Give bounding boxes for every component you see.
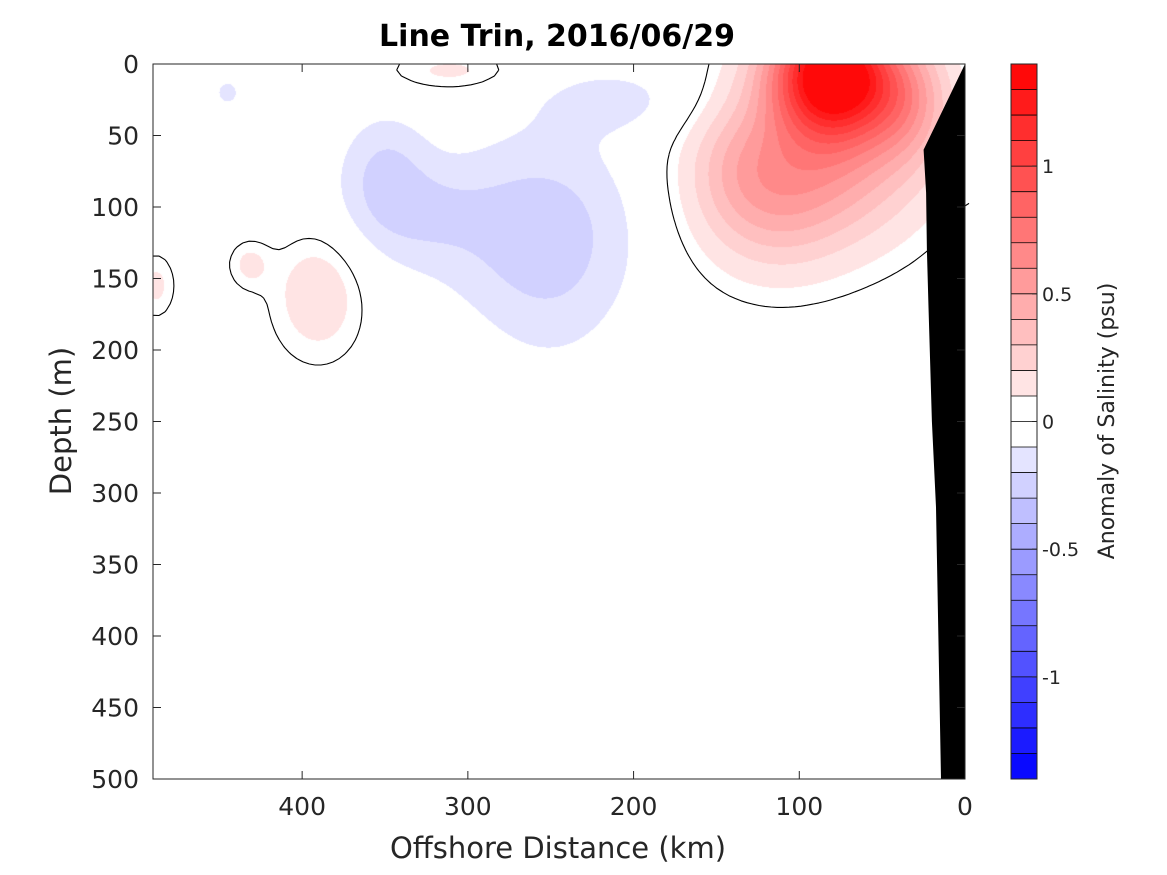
colorbar-swatch <box>1011 370 1037 397</box>
seafloor-bathymetry <box>923 64 965 779</box>
colorbar-swatch <box>1011 523 1037 550</box>
x-tick-label: 100 <box>775 792 823 821</box>
y-tick-label: 350 <box>91 551 139 580</box>
colorbar-swatch <box>1011 140 1037 167</box>
colorbar-swatch <box>1011 268 1037 295</box>
x-tick-label: 200 <box>610 792 658 821</box>
colorbar-tick-label: -1 <box>1042 667 1061 689</box>
colorbar-swatch <box>1011 447 1037 473</box>
colorbar-swatch <box>1011 727 1037 754</box>
x-tick-label: 0 <box>957 792 973 821</box>
colorbar-swatch <box>1011 702 1037 729</box>
colorbar-swatch <box>1011 753 1037 780</box>
y-tick-label: 200 <box>91 336 139 365</box>
colorbar-swatch <box>1011 115 1037 141</box>
y-tick-label: 100 <box>91 193 139 222</box>
colorbar-swatch <box>1011 217 1037 244</box>
y-tick-label: 450 <box>91 694 139 723</box>
colorbar-swatch <box>1011 574 1037 601</box>
y-tick-label: 0 <box>123 50 139 79</box>
colorbar-swatch <box>1011 676 1037 703</box>
colorbar-swatch <box>1011 319 1037 346</box>
colorbar-swatch <box>1011 498 1037 524</box>
y-tick-label: 150 <box>91 265 139 294</box>
colorbar-swatch <box>1011 395 1037 422</box>
x-tick-label: 300 <box>444 792 492 821</box>
colorbar-swatch <box>1011 549 1037 576</box>
plot-area <box>152 63 970 780</box>
colorbar-swatch <box>1011 421 1037 448</box>
y-tick-label: 500 <box>91 765 139 794</box>
colorbar-label: Anomaly of Salinity (psu) <box>1095 283 1120 560</box>
colorbar-swatch <box>1011 242 1037 269</box>
y-tick-label: 400 <box>91 622 139 651</box>
x-axis: 400 300 200 100 0 <box>278 64 973 821</box>
colorbar-swatch <box>1011 89 1037 116</box>
x-tick-label: 400 <box>278 792 326 821</box>
colorbar-swatch <box>1011 600 1037 627</box>
colorbar-tick-label: 1 <box>1042 156 1054 178</box>
y-axis: 0 50 100 150 200 250 300 350 400 450 500 <box>91 50 965 794</box>
colorbar-swatch <box>1011 293 1037 320</box>
salinity-anomaly-field <box>153 64 965 779</box>
y-axis-label: Depth (m) <box>44 347 78 495</box>
y-tick-label: 300 <box>91 479 139 508</box>
colorbar-swatch <box>1011 472 1037 499</box>
colorbar: 1 0.5 0 -0.5 -1 <box>1010 63 1079 780</box>
colorbar-tick-label: 0.5 <box>1042 284 1072 306</box>
chart-title: Line Trin, 2016/06/29 <box>379 19 735 54</box>
y-tick-label: 50 <box>107 122 139 151</box>
x-axis-label: Offshore Distance (km) <box>390 831 726 865</box>
y-tick-label: 250 <box>91 408 139 437</box>
colorbar-swatch <box>1011 191 1037 218</box>
colorbar-swatch <box>1011 64 1037 90</box>
colorbar-swatch <box>1011 344 1037 371</box>
colorbar-swatch <box>1011 651 1037 678</box>
colorbar-tick-label: 0 <box>1042 412 1054 434</box>
colorbar-swatch <box>1011 625 1037 652</box>
colorbar-swatch <box>1011 166 1037 192</box>
colorbar-tick-label: -0.5 <box>1042 539 1079 561</box>
